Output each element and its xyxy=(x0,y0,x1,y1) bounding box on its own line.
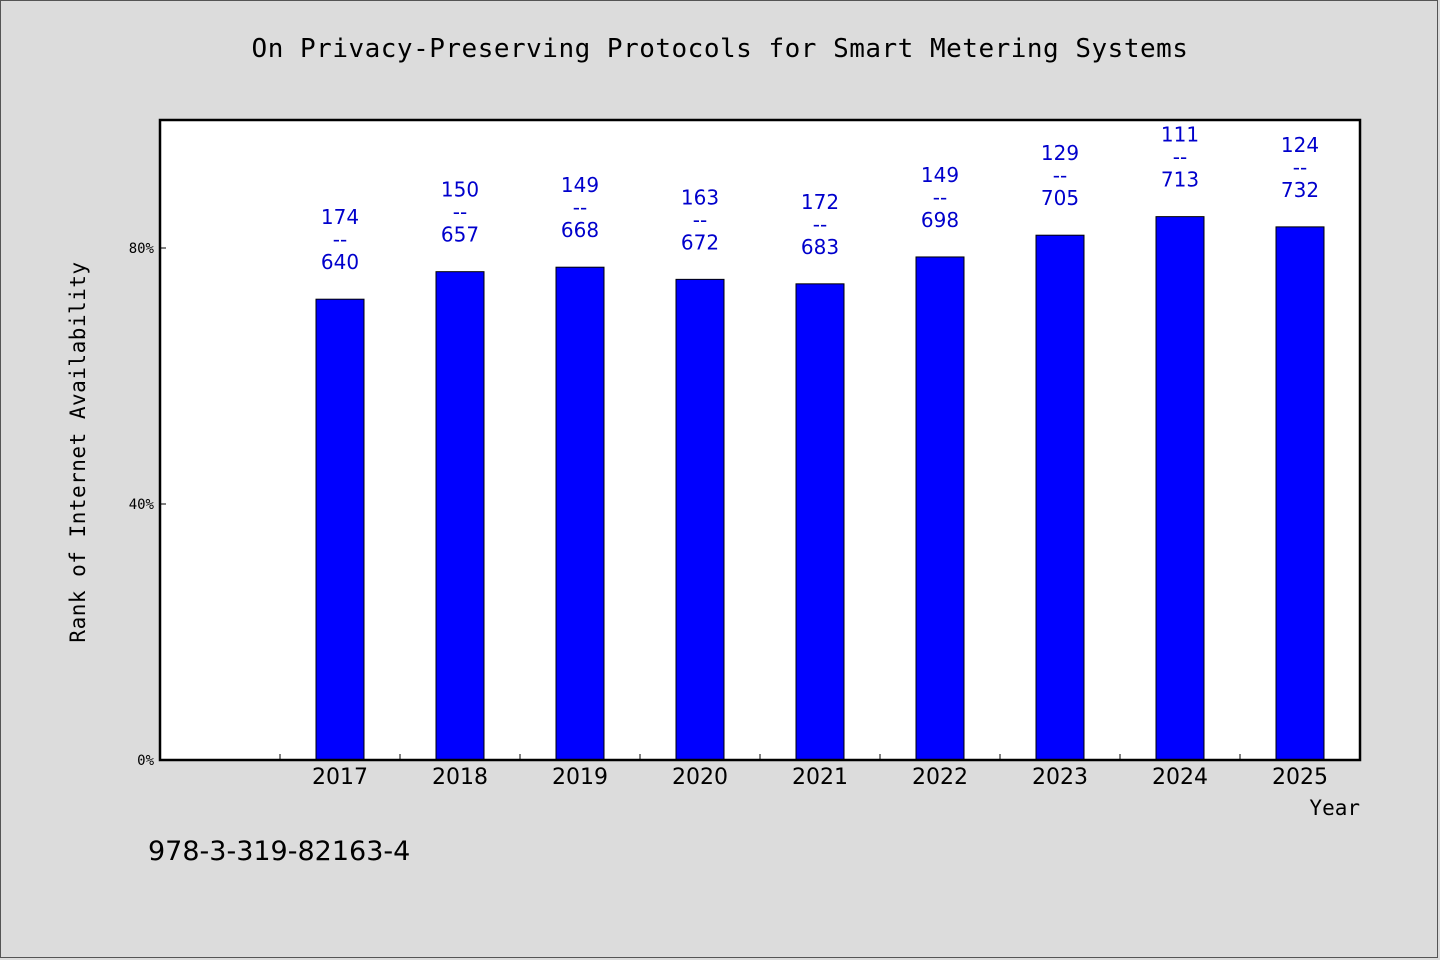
chart-title: On Privacy-Preserving Protocols for Smar… xyxy=(251,34,1189,64)
data-label-2019-2: 668 xyxy=(561,218,599,242)
data-label-2025-1: -- xyxy=(1293,155,1307,179)
bar-2022 xyxy=(915,256,965,761)
data-label-2017-0: 174 xyxy=(321,205,359,229)
data-label-2024-2: 713 xyxy=(1161,168,1199,192)
x-tick-label-2022: 2022 xyxy=(912,765,968,790)
data-label-2022-0: 149 xyxy=(921,163,959,187)
x-tick-label-2019: 2019 xyxy=(552,765,608,790)
x-tick-label-2025: 2025 xyxy=(1272,765,1328,790)
data-label-2022-2: 698 xyxy=(921,208,959,232)
bar-2025 xyxy=(1275,226,1325,761)
data-label-2023-1: -- xyxy=(1053,164,1067,188)
bar-2019 xyxy=(555,266,605,761)
isbn-text: 978-3-319-82163-4 xyxy=(148,836,411,867)
x-tick-label-2024: 2024 xyxy=(1152,765,1208,790)
data-label-2024-1: -- xyxy=(1173,145,1187,169)
data-label-2018-1: -- xyxy=(453,200,467,224)
x-axis-label: Year xyxy=(1309,796,1360,820)
data-label-2018-2: 657 xyxy=(441,223,479,247)
data-label-2021-2: 683 xyxy=(801,235,839,259)
data-label-2018-0: 150 xyxy=(441,178,479,202)
bar-2023 xyxy=(1035,234,1085,761)
bar-2018 xyxy=(435,271,485,761)
data-label-2023-2: 705 xyxy=(1041,186,1079,210)
data-label-2019-0: 149 xyxy=(561,173,599,197)
data-label-2019-1: -- xyxy=(573,196,587,220)
data-label-2017-2: 640 xyxy=(321,250,359,274)
y-tick-label-40: 40% xyxy=(129,497,155,513)
data-label-2022-1: -- xyxy=(933,185,947,209)
bar-2024 xyxy=(1155,216,1205,761)
data-label-2023-0: 129 xyxy=(1041,141,1079,165)
bar-2017 xyxy=(315,298,365,761)
x-tick-label-2017: 2017 xyxy=(312,765,368,790)
x-tick-label-2020: 2020 xyxy=(672,765,728,790)
data-label-2020-0: 163 xyxy=(681,185,719,209)
bar-2021 xyxy=(795,283,845,761)
data-label-2020-1: -- xyxy=(693,208,707,232)
bar-2020 xyxy=(675,278,725,761)
data-label-2021-0: 172 xyxy=(801,190,839,214)
x-tick-label-2018: 2018 xyxy=(432,765,488,790)
y-tick-label-80: 80% xyxy=(129,241,155,257)
data-label-2017-1: -- xyxy=(333,228,347,252)
x-tick-label-2023: 2023 xyxy=(1032,765,1088,790)
data-label-2021-1: -- xyxy=(813,212,827,236)
data-label-2025-2: 732 xyxy=(1281,178,1319,202)
data-label-2024-0: 111 xyxy=(1161,123,1199,147)
data-label-2025-0: 124 xyxy=(1281,133,1319,157)
y-tick-label-0: 0% xyxy=(137,753,154,769)
x-tick-label-2021: 2021 xyxy=(792,765,848,790)
plot-border xyxy=(158,118,1362,762)
data-label-2020-2: 672 xyxy=(681,230,719,254)
